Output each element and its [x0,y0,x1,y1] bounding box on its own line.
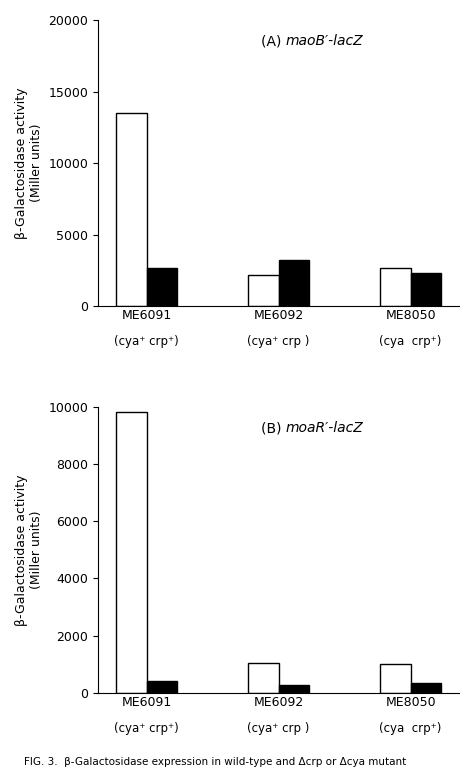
Bar [380,665,410,693]
Y-axis label: β-Galactosidase activity
(Miller units): β-Galactosidase activity (Miller units) [15,87,43,239]
Bar [116,113,146,306]
Bar [146,268,177,306]
Text: FIG. 3.  β-Galactosidase expression in wild-type and Δcrp or Δcya mutant: FIG. 3. β-Galactosidase expression in wi… [24,757,406,767]
Text: (cya  crp⁺): (cya crp⁺) [379,722,442,735]
Text: (cya  crp⁺): (cya crp⁺) [379,335,442,348]
Bar [248,274,279,306]
Text: moaR′-lacZ: moaR′-lacZ [286,421,364,435]
Text: (cya⁺ crp⁺): (cya⁺ crp⁺) [114,722,179,735]
Text: (A): (A) [261,34,286,49]
Y-axis label: β-Galactosidase activity
(Miller units): β-Galactosidase activity (Miller units) [15,474,43,625]
Bar [248,663,279,693]
Bar [279,685,310,693]
Text: maoB′-lacZ: maoB′-lacZ [286,34,364,49]
Bar [146,681,177,693]
Bar [410,683,441,693]
Bar [279,261,310,306]
Text: (cya⁺ crp⁺): (cya⁺ crp⁺) [114,335,179,348]
Bar [380,268,410,306]
Text: (cya⁺ crp ): (cya⁺ crp ) [247,335,310,348]
Bar [116,412,146,693]
Text: (cya⁺ crp ): (cya⁺ crp ) [247,722,310,735]
Bar [410,273,441,306]
Text: (B): (B) [261,421,286,435]
